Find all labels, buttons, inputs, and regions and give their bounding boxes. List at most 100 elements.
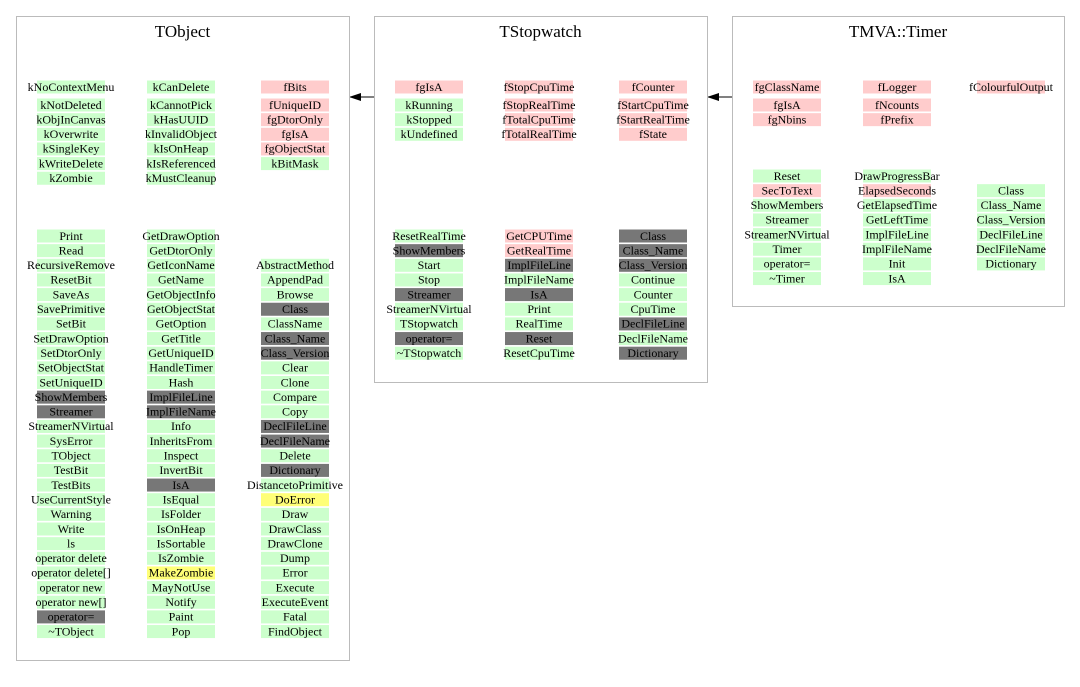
method: Class_Version bbox=[977, 213, 1046, 227]
data-member-bg bbox=[37, 98, 105, 112]
data-member: kSingleKey bbox=[43, 142, 100, 156]
method-bg bbox=[147, 566, 215, 580]
method-bg bbox=[395, 288, 463, 302]
method-bg bbox=[505, 302, 573, 316]
method: SetBit bbox=[56, 317, 87, 331]
method: Paint bbox=[169, 610, 194, 624]
method-bg bbox=[505, 346, 573, 360]
method: ~Timer bbox=[769, 271, 804, 285]
method: GetLeftTime bbox=[866, 213, 928, 227]
method: ~TObject bbox=[48, 624, 94, 638]
data-member-bg bbox=[619, 80, 687, 94]
method: Start bbox=[418, 258, 441, 272]
method-bg bbox=[37, 302, 105, 316]
method-bg bbox=[261, 595, 329, 609]
method-bg bbox=[147, 390, 215, 404]
data-member-bg bbox=[753, 80, 821, 94]
method-bg bbox=[753, 169, 821, 183]
method-bg bbox=[37, 463, 105, 477]
method: StreamerNVirtual bbox=[386, 302, 472, 316]
method: GetUniqueID bbox=[148, 346, 214, 360]
method: ResetCpuTime bbox=[503, 346, 575, 360]
method: Streamer bbox=[765, 213, 808, 227]
method-bg bbox=[37, 273, 105, 287]
data-member: fBits bbox=[283, 80, 307, 94]
method: SavePrimitive bbox=[37, 302, 105, 316]
data-member-bg bbox=[261, 113, 329, 127]
method-bg bbox=[37, 595, 105, 609]
method: Reset bbox=[774, 169, 801, 183]
method-bg bbox=[977, 257, 1045, 271]
method-bg bbox=[261, 302, 329, 316]
method-bg bbox=[395, 317, 463, 331]
data-member-bg bbox=[863, 80, 931, 94]
data-member: kRunning bbox=[405, 98, 452, 112]
method-bg bbox=[395, 346, 463, 360]
method: Class_Name bbox=[265, 331, 326, 345]
data-member-bg bbox=[147, 98, 215, 112]
data-member: kNotDeleted bbox=[40, 98, 101, 112]
method: GetRealTime bbox=[507, 243, 571, 257]
method-bg bbox=[261, 493, 329, 507]
data-member-bg bbox=[505, 80, 573, 94]
data-member-bg bbox=[147, 171, 215, 185]
method: ImplFileLine bbox=[865, 227, 928, 241]
method: Copy bbox=[282, 405, 308, 419]
method: Compare bbox=[273, 390, 317, 404]
method-bg bbox=[37, 522, 105, 536]
data-member: fgNbins bbox=[768, 112, 807, 126]
method-bg bbox=[261, 405, 329, 419]
method: Continue bbox=[631, 273, 675, 287]
method-bg bbox=[261, 449, 329, 463]
method-bg bbox=[505, 229, 573, 243]
method: TestBits bbox=[51, 478, 90, 492]
class-title: TStopwatch bbox=[499, 22, 582, 41]
method-bg bbox=[619, 229, 687, 243]
method-bg bbox=[147, 551, 215, 565]
method: ResetBit bbox=[50, 273, 92, 287]
method-bg bbox=[863, 257, 931, 271]
method: SetUniqueID bbox=[39, 375, 103, 389]
data-member-bg bbox=[863, 113, 931, 127]
method: Error bbox=[282, 566, 307, 580]
method-bg bbox=[619, 302, 687, 316]
data-member-bg bbox=[395, 127, 463, 141]
method-bg bbox=[147, 507, 215, 521]
method: ImplFileName bbox=[862, 242, 932, 256]
method-bg bbox=[37, 610, 105, 624]
method: Print bbox=[59, 229, 83, 243]
method-bg bbox=[395, 332, 463, 346]
method: CpuTime bbox=[631, 302, 676, 316]
method: TStopwatch bbox=[400, 317, 458, 331]
method: StreamerNVirtual bbox=[744, 227, 830, 241]
data-member-bg bbox=[261, 98, 329, 112]
method-bg bbox=[505, 273, 573, 287]
method: UseCurrentStyle bbox=[31, 492, 111, 506]
method-bg bbox=[977, 228, 1045, 242]
method: operator= bbox=[764, 257, 811, 271]
method: operator new[] bbox=[36, 595, 107, 609]
data-member: kIsReferenced bbox=[146, 156, 215, 170]
method: IsEqual bbox=[163, 492, 200, 506]
method-bg bbox=[977, 242, 1045, 256]
method: DoError bbox=[275, 492, 315, 506]
method-bg bbox=[261, 478, 329, 492]
data-member: kInvalidObject bbox=[145, 127, 218, 141]
method: GetObjectStat bbox=[147, 302, 216, 316]
method-bg bbox=[261, 273, 329, 287]
method: Delete bbox=[279, 449, 310, 463]
method-bg bbox=[37, 478, 105, 492]
method: IsOnHeap bbox=[157, 522, 206, 536]
method-bg bbox=[261, 625, 329, 639]
method-bg bbox=[147, 625, 215, 639]
method-bg bbox=[147, 434, 215, 448]
data-member-bg bbox=[753, 98, 821, 112]
method: ShowMembers bbox=[35, 390, 108, 404]
method: Dictionary bbox=[269, 463, 320, 477]
method: ClassName bbox=[268, 317, 323, 331]
method-bg bbox=[261, 376, 329, 389]
method-bg bbox=[619, 332, 687, 346]
method: Pop bbox=[172, 624, 191, 638]
data-member: fCounter bbox=[632, 80, 675, 94]
